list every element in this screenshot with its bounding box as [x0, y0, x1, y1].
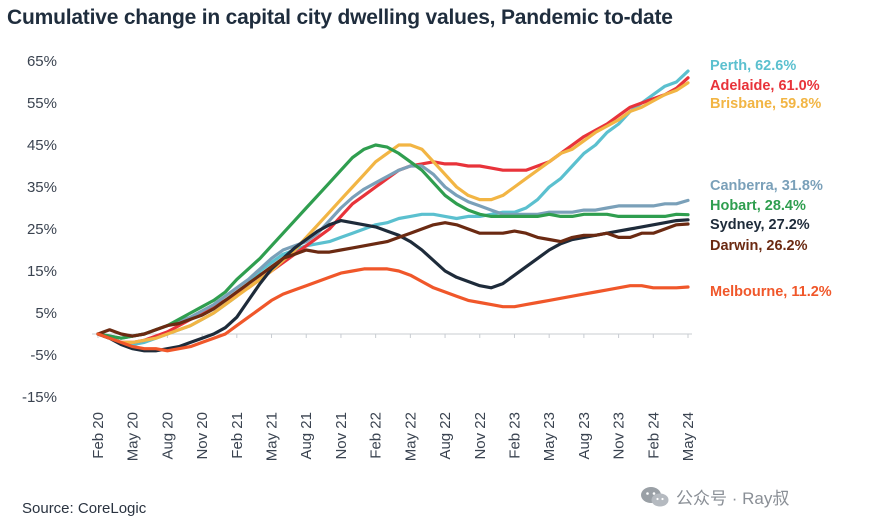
y-tick-label: 55%: [27, 95, 57, 112]
y-tick-label: 15%: [27, 263, 57, 280]
x-tick-label: May 22: [402, 412, 419, 461]
y-tick-label: 45%: [27, 137, 57, 154]
chart-title: Cumulative change in capital city dwelli…: [7, 6, 673, 29]
x-tick-label: Feb 24: [645, 412, 662, 459]
x-tick-label: Feb 23: [506, 412, 523, 459]
x-tick-label: Aug 23: [576, 412, 593, 460]
series-label-melbourne: Melbourne, 11.2%: [710, 284, 832, 300]
x-tick-label: Nov 20: [194, 412, 211, 460]
y-tick-label: 65%: [27, 53, 57, 70]
x-tick-label: Nov 22: [472, 412, 489, 460]
x-tick-label: Nov 21: [333, 412, 350, 460]
x-tick-label: May 21: [264, 412, 281, 461]
x-axis-ticks: Feb 20 May 20 Aug 20 Nov 20 Feb 21 May 21 Aug …: [90, 334, 697, 461]
y-tick-label: -5%: [30, 347, 57, 364]
x-tick-label: Aug 21: [298, 412, 315, 460]
series-line-hobart: [96, 143, 690, 340]
series-labels: Perth, 62.6% Adelaide, 61.0% Brisbane, 59.…: [710, 58, 832, 300]
x-tick-label: May 23: [541, 412, 558, 461]
series-line-brisbane: [96, 81, 690, 344]
x-tick-label: Nov 23: [611, 412, 628, 460]
series-line-canberra: [96, 164, 690, 340]
series-lines: [96, 69, 690, 353]
series-line-darwin: [96, 221, 690, 338]
x-tick-label: Feb 21: [229, 412, 246, 459]
y-tick-label: 5%: [35, 305, 57, 322]
wechat-icon: [641, 486, 669, 506]
x-tick-label: Feb 20: [90, 412, 107, 459]
watermark-text: 公众号 · Ray叔: [676, 489, 790, 508]
source-note: Source: CoreLogic: [22, 500, 147, 517]
x-tick-label: Aug 22: [437, 412, 454, 460]
x-tick-label: May 24: [680, 412, 697, 461]
series-label-darwin: Darwin, 26.2%: [710, 238, 808, 254]
y-tick-label: -15%: [22, 389, 57, 406]
x-tick-label: May 20: [125, 412, 142, 461]
series-label-brisbane: Brisbane, 59.8%: [710, 96, 821, 112]
series-line-melbourne: [96, 267, 690, 353]
series-label-perth: Perth, 62.6%: [710, 58, 796, 74]
y-tick-label: 25%: [27, 221, 57, 238]
series-label-adelaide: Adelaide, 61.0%: [710, 78, 820, 94]
watermark: 公众号 · Ray叔: [640, 484, 789, 509]
x-tick-label: Aug 20: [159, 412, 176, 460]
y-axis-ticks: 65% 55% 45% 35% 25% 15% 5% -5% -15%: [22, 53, 57, 406]
series-label-sydney: Sydney, 27.2%: [710, 217, 810, 233]
series-label-canberra: Canberra, 31.8%: [710, 178, 823, 194]
series-label-hobart: Hobart, 28.4%: [710, 198, 806, 214]
y-tick-label: 35%: [27, 179, 57, 196]
x-tick-label: Feb 22: [368, 412, 385, 459]
